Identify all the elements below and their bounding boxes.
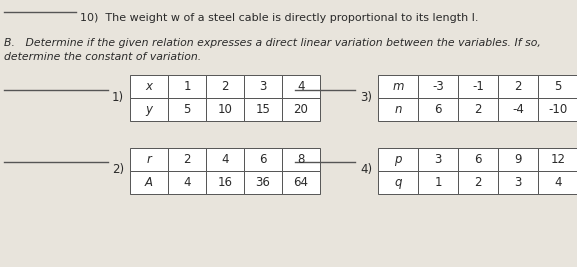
Text: 6: 6 xyxy=(434,103,442,116)
Text: determine the constant of variation.: determine the constant of variation. xyxy=(4,52,201,62)
Text: A: A xyxy=(145,176,153,189)
Text: -4: -4 xyxy=(512,103,524,116)
Text: -3: -3 xyxy=(432,80,444,93)
Bar xyxy=(130,171,168,194)
Bar xyxy=(418,148,458,171)
Text: n: n xyxy=(394,103,402,116)
Bar xyxy=(206,75,244,98)
Bar xyxy=(498,98,538,121)
Bar xyxy=(206,171,244,194)
Bar xyxy=(378,148,418,171)
Text: 4): 4) xyxy=(360,163,372,176)
Text: -1: -1 xyxy=(472,80,484,93)
Bar xyxy=(282,75,320,98)
Bar xyxy=(168,75,206,98)
Bar xyxy=(418,98,458,121)
Text: 2): 2) xyxy=(112,163,124,176)
Text: x: x xyxy=(145,80,152,93)
Bar xyxy=(538,148,577,171)
Bar xyxy=(168,171,206,194)
Bar xyxy=(378,75,418,98)
Text: 6: 6 xyxy=(259,153,267,166)
Bar xyxy=(538,98,577,121)
Bar xyxy=(538,75,577,98)
Bar xyxy=(282,171,320,194)
Text: 64: 64 xyxy=(294,176,309,189)
Bar xyxy=(244,171,282,194)
Text: q: q xyxy=(394,176,402,189)
Bar xyxy=(130,98,168,121)
Text: 10)  The weight w of a steel cable is directly proportional to its length l.: 10) The weight w of a steel cable is dir… xyxy=(80,13,478,23)
Bar xyxy=(244,148,282,171)
Text: 5: 5 xyxy=(554,80,561,93)
Bar xyxy=(498,171,538,194)
Bar xyxy=(130,148,168,171)
Bar xyxy=(130,75,168,98)
Bar xyxy=(418,75,458,98)
Bar xyxy=(244,75,282,98)
Text: 4: 4 xyxy=(554,176,562,189)
Bar xyxy=(458,98,498,121)
Text: 1): 1) xyxy=(112,91,124,104)
Text: 4: 4 xyxy=(297,80,305,93)
Text: r: r xyxy=(147,153,151,166)
Text: 36: 36 xyxy=(256,176,271,189)
Bar xyxy=(282,98,320,121)
Bar xyxy=(418,171,458,194)
Text: B.   Determine if the given relation expresses a direct linear variation between: B. Determine if the given relation expre… xyxy=(4,38,541,48)
Text: 3: 3 xyxy=(259,80,267,93)
Text: 20: 20 xyxy=(294,103,309,116)
Bar xyxy=(206,98,244,121)
Bar xyxy=(206,148,244,171)
Bar xyxy=(168,148,206,171)
Text: 16: 16 xyxy=(218,176,233,189)
Text: 2: 2 xyxy=(474,103,482,116)
Bar xyxy=(282,148,320,171)
Bar xyxy=(458,75,498,98)
Text: 2: 2 xyxy=(474,176,482,189)
Bar xyxy=(458,171,498,194)
Bar xyxy=(244,98,282,121)
Bar xyxy=(498,75,538,98)
Text: 2: 2 xyxy=(183,153,191,166)
Text: 3: 3 xyxy=(434,153,441,166)
Text: 9: 9 xyxy=(514,153,522,166)
Text: 15: 15 xyxy=(256,103,271,116)
Bar xyxy=(378,98,418,121)
Text: 3): 3) xyxy=(360,91,372,104)
Text: 8: 8 xyxy=(297,153,305,166)
Bar xyxy=(498,148,538,171)
Text: 12: 12 xyxy=(550,153,565,166)
Text: m: m xyxy=(392,80,404,93)
Text: 4: 4 xyxy=(221,153,228,166)
Text: 1: 1 xyxy=(434,176,442,189)
Text: 6: 6 xyxy=(474,153,482,166)
Text: 10: 10 xyxy=(218,103,233,116)
Text: -10: -10 xyxy=(548,103,568,116)
Text: y: y xyxy=(145,103,152,116)
Bar xyxy=(458,148,498,171)
Text: 2: 2 xyxy=(221,80,228,93)
Text: 2: 2 xyxy=(514,80,522,93)
Text: p: p xyxy=(394,153,402,166)
Text: 3: 3 xyxy=(514,176,522,189)
Text: 4: 4 xyxy=(183,176,191,189)
Bar xyxy=(168,98,206,121)
Bar xyxy=(538,171,577,194)
Text: 5: 5 xyxy=(183,103,190,116)
Text: 1: 1 xyxy=(183,80,191,93)
Bar xyxy=(378,171,418,194)
